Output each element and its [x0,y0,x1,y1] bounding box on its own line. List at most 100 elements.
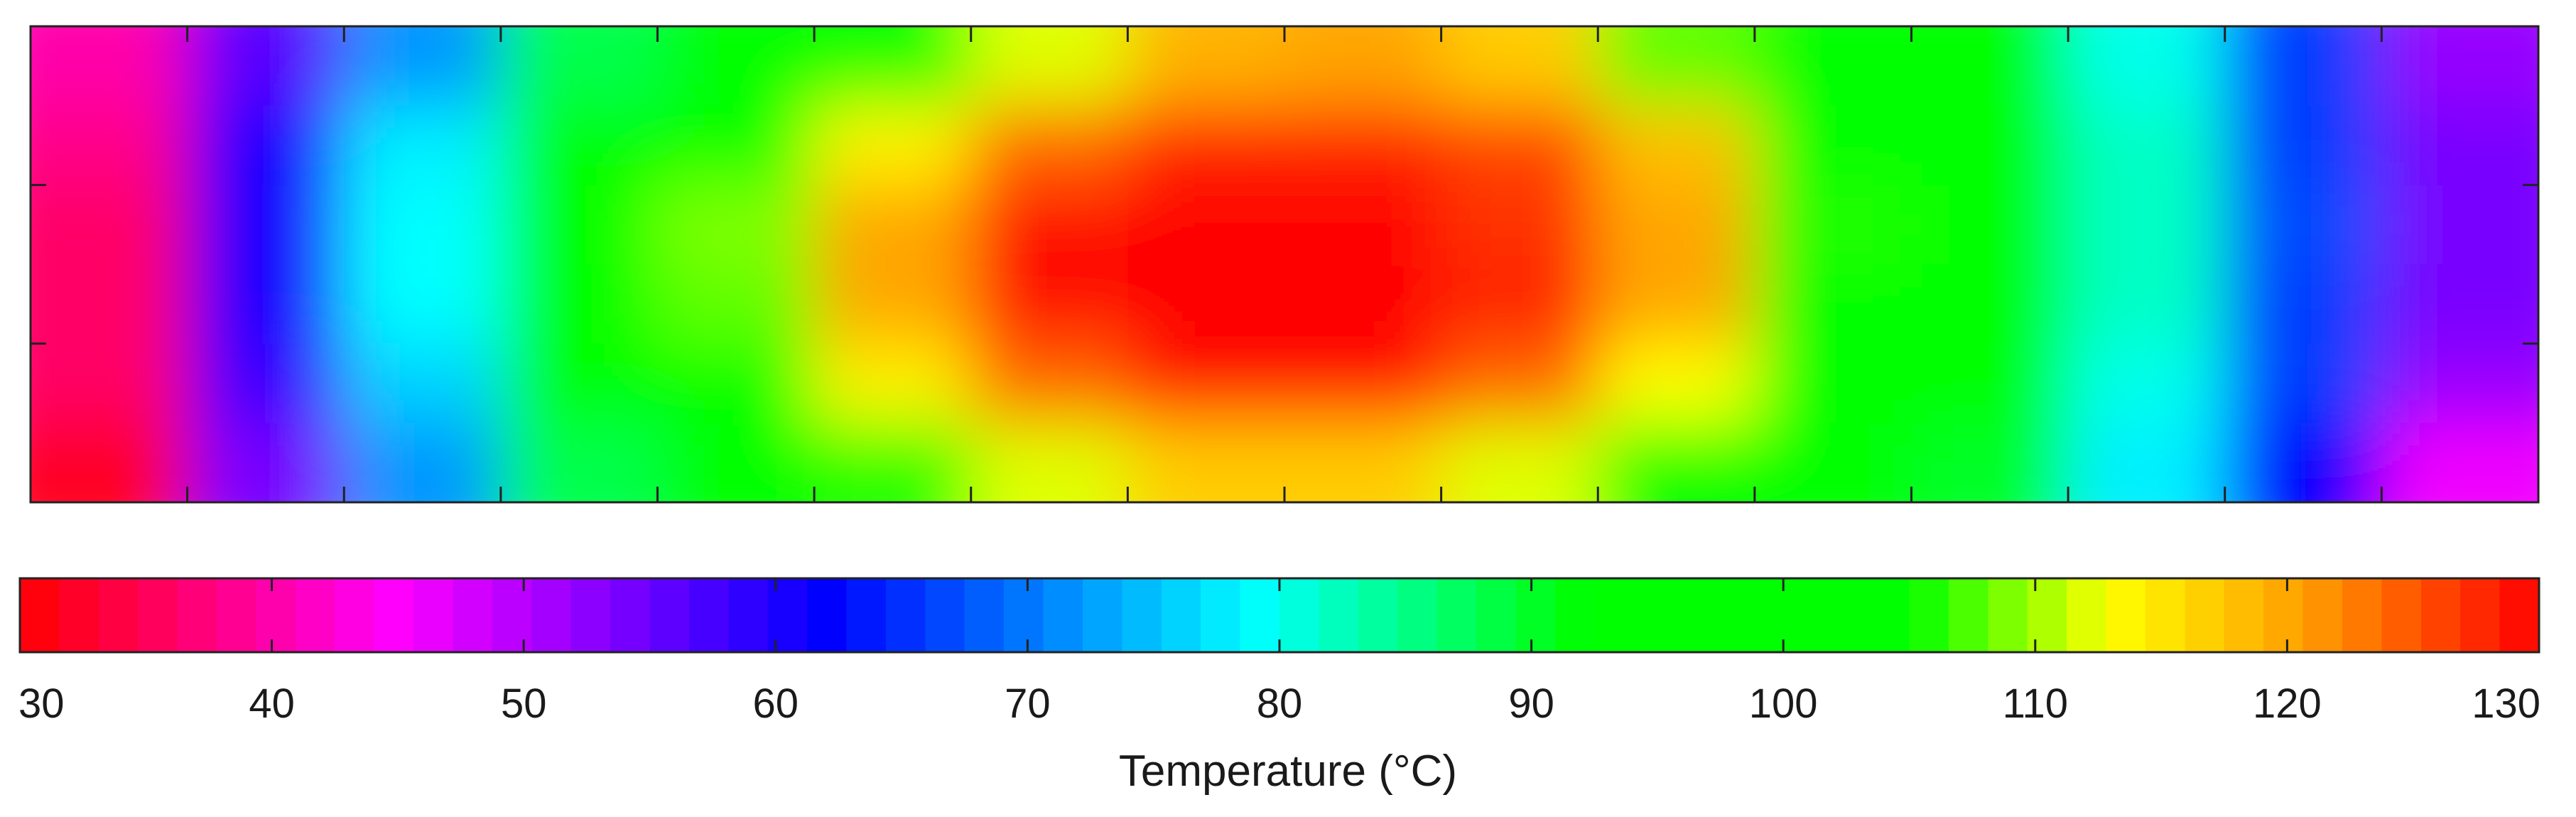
heatmap-cell [1598,423,1755,502]
heatmap-cell [2068,185,2226,265]
heatmap-cell [814,423,972,502]
colorbar-tick-label: 90 [1508,681,1554,727]
heatmap-cell [31,26,188,107]
heatmap-cell [31,105,188,186]
heatmap-cell [970,185,1129,265]
heatmap-cell [2068,343,2226,424]
heatmap-cell [500,185,659,265]
heatmap-cell [1754,185,1912,265]
heatmap-cell [1911,423,2069,502]
heatmap-cell [31,423,188,502]
colorbar-tick-label: 130 [2472,681,2540,727]
heatmap-cell [1754,264,1912,345]
heatmap-cell [1284,185,1442,265]
heatmap-cell [970,105,1129,186]
heatmap-cell [500,26,659,107]
heatmap-cell [2381,26,2538,107]
heatmap-cell [657,185,816,265]
heatmap-cell [2381,185,2538,265]
heatmap-cell [1284,423,1442,502]
heatmap-cell [1127,264,1285,345]
heatmap-cell [814,105,972,186]
heatmap-cell [1911,105,2069,186]
heatmap-cell [1598,26,1755,107]
heatmap-cell [1127,26,1285,107]
heatmap-cell [657,105,816,186]
heatmap-cell [1441,26,1599,107]
heatmap-cell [1284,26,1442,107]
heatmap-cell [500,423,659,502]
colorbar-tick-label: 30 [18,681,65,727]
heatmap-cell [500,264,659,345]
heatmap-cell [657,26,816,107]
heatmap-cell [187,264,345,345]
heatmap-cell [31,343,188,424]
heatmap-cell [1754,26,1912,107]
heatmap-cell [814,264,972,345]
heatmap-cells [31,26,2538,502]
heatmap-cell [1911,185,2069,265]
heatmap-cell [344,105,502,186]
heatmap-cell [1441,264,1599,345]
heatmap-cell [2224,343,2383,424]
heatmap-cell [2381,264,2538,345]
heatmap-cell [1284,264,1442,345]
colorbar-tick-label: 110 [2003,681,2068,727]
colorbar-label: Temperature (°C) [1119,747,1457,796]
colorbar-tick-label: 40 [249,681,295,727]
heatmap-cell [2068,105,2226,186]
heatmap-cell [2224,185,2383,265]
heatmap-cell [2224,26,2383,107]
colorbar: 30 40 50 60 70 80 90 100 110 120 130 Temperature (… [18,577,2540,796]
heatmap-cell [970,343,1129,424]
plot-ticks [31,26,2538,502]
heatmap-cell [31,264,188,345]
heatmap-cell [1598,105,1755,186]
heatmap-cell [2381,343,2538,424]
heatmap-cell [1441,423,1599,502]
heatmap-cell [1127,423,1285,502]
heatmap-cell [1598,185,1755,265]
heatmap-cell [657,423,816,502]
colorbar-tick-label: 60 [753,681,799,727]
heatmap-cell [2224,105,2383,186]
heatmap-cell [1598,343,1755,424]
heatmap-cell [2381,105,2538,186]
heatmap-cell [1441,105,1599,186]
heatmap-plot [29,25,2540,504]
heatmap-cell [31,185,188,265]
heatmap-cell [2068,423,2226,502]
heatmap-cell [344,264,502,345]
heatmap-cell [344,423,502,502]
colorbar-ticks [18,578,2540,652]
heatmap-cell [2068,264,2226,345]
heatmap-cell [814,343,972,424]
heatmap-cell [187,105,345,186]
heatmap-cell [187,185,345,265]
heatmap-cell [657,343,816,424]
heatmap-cell [1754,343,1912,424]
heatmap-cell [1911,343,2069,424]
heatmap-cell [187,26,345,107]
heatmap-cell [2068,26,2226,107]
heatmap-cell [344,26,502,107]
heatmap-cell [1911,26,2069,107]
heatmap-cell [814,185,972,265]
heatmap-cell [1284,105,1442,186]
heatmap-cell [187,423,345,502]
colorbar-tick-label: 50 [501,681,547,727]
heatmap-cell [1441,343,1599,424]
heatmap-cell [1127,105,1285,186]
heatmap-cell [2224,423,2383,502]
colorbar-tick-label: 100 [1749,681,1818,727]
heatmap-cell [970,423,1129,502]
heatmap-cell [657,264,816,345]
heatmap-cell [1284,343,1442,424]
heatmap-cell [2381,423,2538,502]
heatmap-cell [1911,264,2069,345]
heatmap-cell [1127,185,1285,265]
heatmap-cell [970,264,1129,345]
colorbar-tick-label: 120 [2253,681,2322,727]
heatmap-cell [344,185,502,265]
heatmap-cell [344,343,502,424]
